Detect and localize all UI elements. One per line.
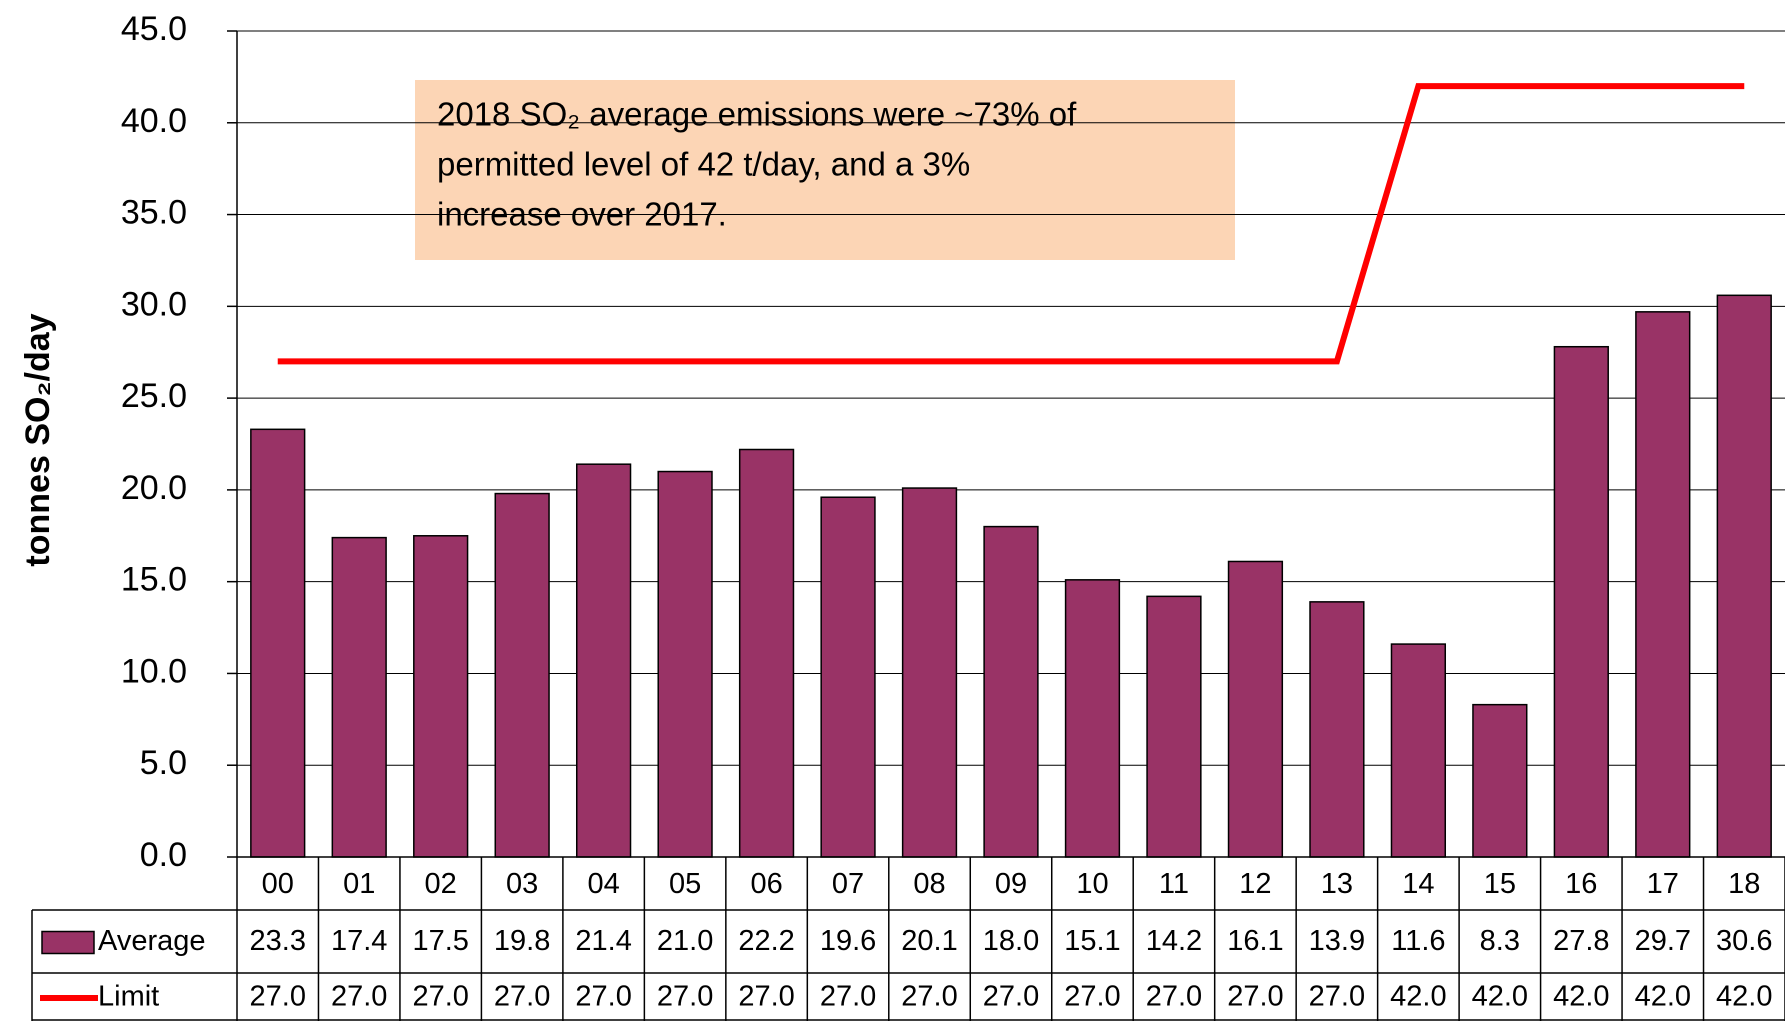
- bar: [494, 492, 550, 858]
- y-tick-label: 0.0: [140, 836, 187, 874]
- y-tick-label: 15.0: [121, 561, 187, 599]
- table-value: 15.1: [1064, 925, 1120, 957]
- y-tick-label: 45.0: [121, 10, 187, 48]
- table-value: 27.0: [738, 981, 794, 1013]
- table-value: 42.0: [1716, 981, 1772, 1013]
- legend-swatch: [41, 930, 95, 955]
- table-value: 27.0: [250, 981, 306, 1013]
- table-value: 19.6: [820, 925, 876, 957]
- y-tick-label: 10.0: [121, 652, 187, 690]
- x-tick-label: 10: [1076, 868, 1108, 900]
- table-value: 14.2: [1146, 925, 1202, 957]
- bar: [575, 463, 632, 858]
- table-value: 27.0: [494, 981, 550, 1013]
- table-value: 27.0: [412, 981, 468, 1013]
- x-tick-label: 17: [1647, 868, 1679, 900]
- y-tick-label: 5.0: [140, 744, 187, 782]
- table-value: 18.0: [983, 925, 1039, 957]
- table-value: 27.0: [331, 981, 387, 1013]
- table-value: 27.0: [575, 981, 631, 1013]
- x-tick-label: 03: [506, 868, 538, 900]
- table-value: 27.8: [1553, 925, 1609, 957]
- table-value: 17.4: [331, 925, 387, 957]
- table-value: 27.0: [1309, 981, 1365, 1013]
- x-tick-label: 04: [587, 868, 619, 900]
- x-tick-label: 02: [425, 868, 457, 900]
- x-tick-label: 11: [1159, 868, 1189, 900]
- table-value: 27.0: [1227, 981, 1283, 1013]
- y-tick-label: 35.0: [121, 194, 187, 232]
- table-value: 16.1: [1227, 925, 1283, 957]
- x-tick-label: 12: [1239, 868, 1271, 900]
- bar: [250, 428, 306, 858]
- x-tick-label: 15: [1484, 868, 1516, 900]
- x-tick-label: 07: [832, 868, 864, 900]
- table-value: 27.0: [1146, 981, 1202, 1013]
- bar: [1309, 601, 1365, 858]
- bar: [1390, 643, 1447, 858]
- y-tick-label: 40.0: [121, 102, 187, 140]
- x-tick-label: 05: [669, 868, 701, 900]
- x-tick-label: 00: [262, 868, 294, 900]
- bar: [657, 470, 713, 858]
- table-value: 30.6: [1716, 925, 1772, 957]
- table-value: 42.0: [1635, 981, 1691, 1013]
- table-value: 22.2: [738, 925, 794, 957]
- annotation-box: [415, 80, 1235, 260]
- bar: [1553, 345, 1609, 858]
- limit-line: [277, 83, 1745, 365]
- table-value: 42.0: [1390, 981, 1446, 1013]
- table-value: 21.4: [575, 925, 631, 957]
- table-value: 20.1: [901, 925, 957, 957]
- table-value: 27.0: [820, 981, 876, 1013]
- table-value: 8.3: [1480, 925, 1520, 957]
- y-tick-label: 20.0: [121, 469, 187, 507]
- bar: [983, 525, 1039, 858]
- table-value: 21.0: [657, 925, 713, 957]
- annotation-text: increase over 2017.: [437, 196, 727, 233]
- bar: [1472, 703, 1528, 858]
- x-tick-label: 13: [1321, 868, 1353, 900]
- x-tick-label: 06: [750, 868, 782, 900]
- y-tick-label: 30.0: [121, 285, 187, 323]
- x-tick-label: 09: [995, 868, 1027, 900]
- table-value: 13.9: [1309, 925, 1365, 957]
- x-tick-label: 16: [1565, 868, 1597, 900]
- table-value: 27.0: [901, 981, 957, 1013]
- legend-label: Limit: [98, 981, 159, 1013]
- annotation-text: permitted level of 42 t/day, and a 3%: [437, 146, 970, 183]
- bar: [1635, 311, 1691, 858]
- table-value: 29.7: [1635, 925, 1691, 957]
- bar: [820, 496, 876, 858]
- table-value: 27.0: [657, 981, 713, 1013]
- table-value: 17.5: [412, 925, 468, 957]
- table-value: 19.8: [494, 925, 550, 957]
- legend-label: Average: [98, 925, 206, 957]
- bar: [738, 448, 795, 858]
- table-value: 27.0: [1064, 981, 1120, 1013]
- y-axis-label: tonnes SO₂/day: [19, 313, 57, 566]
- y-tick-label: 25.0: [121, 377, 187, 415]
- x-tick-label: 08: [913, 868, 945, 900]
- table-value: 42.0: [1553, 981, 1609, 1013]
- bar: [331, 536, 387, 858]
- annotation-text: 2018 SO₂ average emissions were ~73% of: [437, 96, 1077, 133]
- bar: [1146, 595, 1202, 858]
- bar: [1064, 579, 1121, 858]
- table-value: 27.0: [983, 981, 1039, 1013]
- bar: [901, 487, 958, 858]
- bar: [413, 535, 469, 858]
- table-value: 11.6: [1391, 925, 1445, 957]
- x-tick-label: 14: [1402, 868, 1434, 900]
- x-tick-label: 01: [343, 868, 375, 900]
- bar: [1716, 294, 1772, 858]
- table-value: 23.3: [250, 925, 306, 957]
- table-value: 42.0: [1472, 981, 1528, 1013]
- bar: [1227, 560, 1284, 858]
- x-tick-label: 18: [1728, 868, 1760, 900]
